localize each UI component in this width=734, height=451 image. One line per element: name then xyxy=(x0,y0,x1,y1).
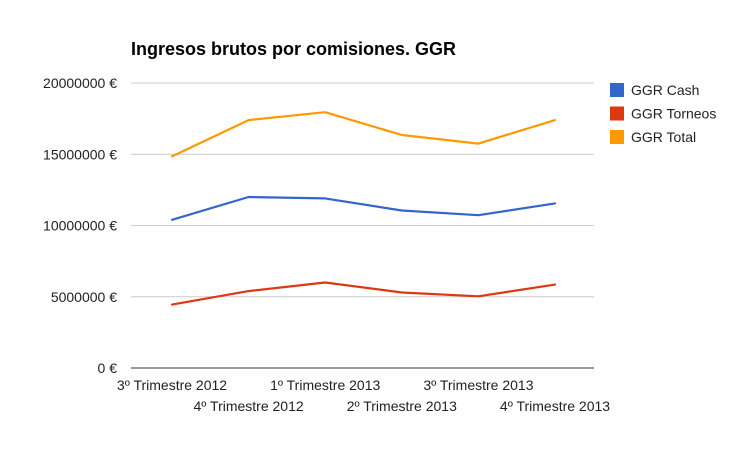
data-point xyxy=(322,109,328,115)
data-point xyxy=(169,302,175,308)
legend-label: GGR Total xyxy=(631,129,696,145)
data-point xyxy=(552,200,558,206)
legend: GGR Cash GGR Torneos GGR Total xyxy=(610,82,716,145)
data-point xyxy=(322,280,328,286)
y-tick-label: 20000000 € xyxy=(43,75,117,91)
legend-swatch xyxy=(610,106,624,121)
series-lines xyxy=(169,109,558,308)
data-point xyxy=(322,195,328,201)
data-point xyxy=(475,141,481,147)
chart-title: Ingresos brutos por comisiones. GGR xyxy=(131,39,456,59)
legend-swatch xyxy=(610,130,624,144)
data-point xyxy=(475,212,481,218)
data-point xyxy=(475,293,481,299)
legend-swatch xyxy=(610,83,624,97)
data-point xyxy=(552,282,558,288)
x-tick-label: 2º Trimestre 2013 xyxy=(347,398,457,414)
data-point xyxy=(552,117,558,123)
y-tick-label: 0 € xyxy=(98,360,118,376)
axes: 0 € 5000000 € 10000000 € 15000000 € 20000000… xyxy=(43,75,610,414)
x-tick-label: 3º Trimestre 2012 xyxy=(117,377,227,393)
y-tick-label: 10000000 € xyxy=(43,218,117,234)
legend-label: GGR Cash xyxy=(631,82,699,98)
y-tick-label: 5000000 € xyxy=(51,289,117,305)
series-line-total xyxy=(170,111,557,158)
gridlines xyxy=(131,82,594,298)
x-tick-label: 3º Trimestre 2013 xyxy=(423,377,533,393)
legend-label: GGR Torneos xyxy=(631,106,716,122)
x-tick-label: 4º Trimestre 2013 xyxy=(500,398,610,414)
data-point xyxy=(399,132,405,138)
data-point xyxy=(399,208,405,214)
data-point xyxy=(246,288,252,294)
data-point xyxy=(246,117,252,123)
series-line-torneos xyxy=(170,281,557,306)
data-point xyxy=(246,194,252,200)
data-point xyxy=(399,289,405,295)
y-tick-label: 15000000 € xyxy=(43,146,117,162)
series-line-cash xyxy=(170,195,557,221)
x-tick-label: 4º Trimestre 2012 xyxy=(194,398,304,414)
x-tick-label: 1º Trimestre 2013 xyxy=(270,377,380,393)
data-point xyxy=(169,217,175,223)
data-point xyxy=(169,153,175,159)
